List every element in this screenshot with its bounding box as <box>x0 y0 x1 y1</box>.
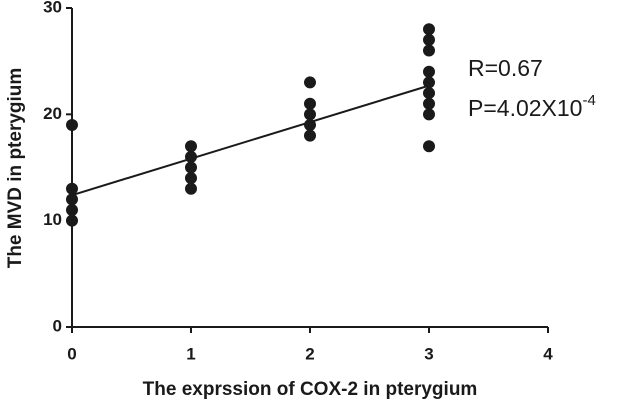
point <box>304 129 316 142</box>
fit-line <box>71 84 430 197</box>
point <box>423 87 435 100</box>
point <box>423 97 435 110</box>
point <box>66 118 78 131</box>
point <box>423 33 435 46</box>
point <box>423 108 435 121</box>
annotation: R=0.67 <box>468 55 543 81</box>
x-tick-label: 4 <box>543 344 553 363</box>
annotation-text: P=4.02X10 <box>468 95 582 121</box>
point <box>423 23 435 36</box>
annotation: P=4.02X10-4 <box>468 92 596 121</box>
x-tick-label: 2 <box>305 344 314 363</box>
point <box>66 193 78 206</box>
point <box>185 140 197 153</box>
x-tick-label: 3 <box>424 344 433 363</box>
point <box>304 76 316 89</box>
y-tick-label: 20 <box>43 104 62 123</box>
point <box>304 108 316 121</box>
point <box>66 182 78 195</box>
point <box>423 140 435 153</box>
y-tick-label: 30 <box>43 0 62 16</box>
point <box>423 76 435 89</box>
y-tick-label: 0 <box>53 316 62 335</box>
point <box>185 182 197 195</box>
point <box>185 172 197 185</box>
point <box>66 204 78 217</box>
x-tick-label: 0 <box>67 344 76 363</box>
y-axis-label: The MVD in pterygium <box>5 68 26 269</box>
point <box>66 214 78 227</box>
x-tick-label: 1 <box>186 344 195 363</box>
point <box>423 65 435 78</box>
x-axis-label: The exprssion of COX-2 in pterygium <box>143 379 478 400</box>
annotation-superscript: -4 <box>582 92 595 109</box>
point <box>185 161 197 174</box>
point <box>304 97 316 110</box>
point <box>423 44 435 57</box>
y-tick-label: 10 <box>43 210 62 229</box>
